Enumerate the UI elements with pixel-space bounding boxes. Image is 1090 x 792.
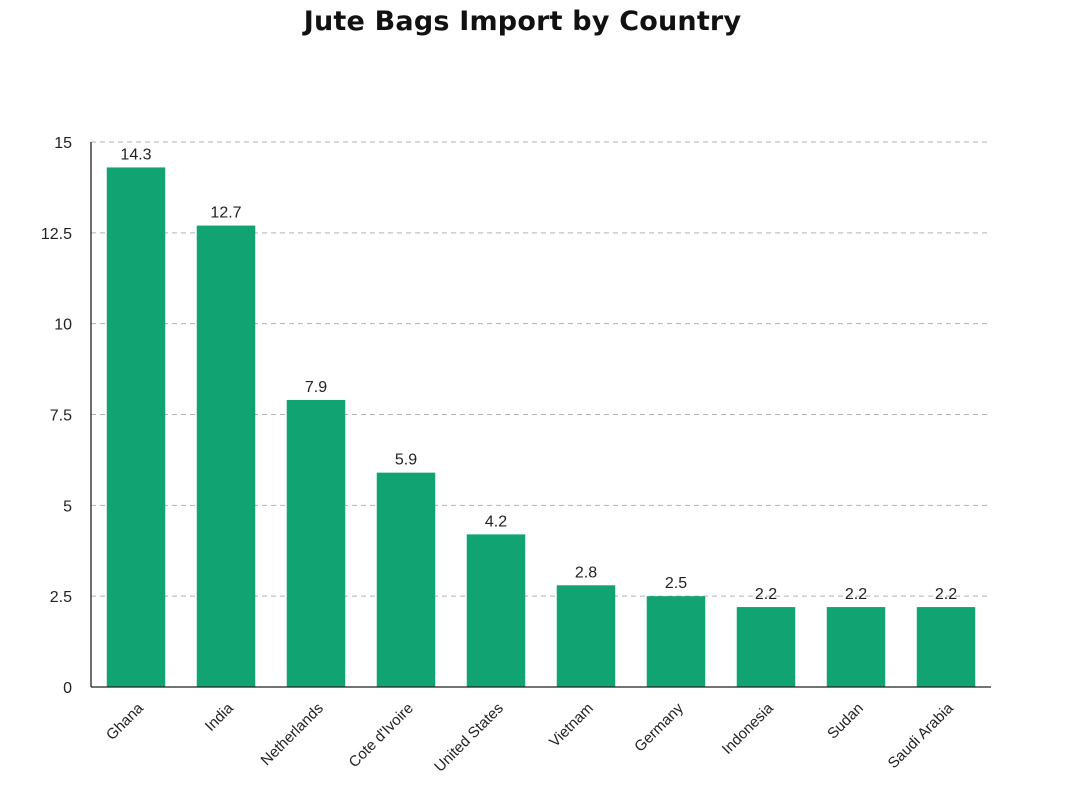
bar <box>466 534 526 687</box>
x-tick-label: Sudan <box>824 700 867 743</box>
data-label: 14.3 <box>120 146 151 163</box>
data-label: 2.2 <box>755 586 777 603</box>
x-tick-label: Saudi Arabia <box>885 699 958 772</box>
y-tick-label: 7.5 <box>50 408 72 425</box>
x-tick-label: Indonesia <box>719 699 777 757</box>
data-label: 2.2 <box>845 586 867 603</box>
y-tick-label: 5 <box>63 498 72 515</box>
data-label: 5.9 <box>395 452 417 469</box>
bar <box>646 596 706 687</box>
bar <box>556 585 616 687</box>
gridlines <box>91 141 991 597</box>
axes <box>90 142 991 688</box>
chart-title: Jute Bags Import by Country <box>303 6 742 37</box>
y-tick-label: 12.5 <box>41 226 72 243</box>
bars <box>106 167 976 688</box>
x-tick-label: Ghana <box>103 699 147 743</box>
data-label: 2.5 <box>665 575 687 592</box>
bar <box>376 472 436 687</box>
y-tick-label: 10 <box>54 317 72 334</box>
bar <box>106 167 166 687</box>
data-label: 4.2 <box>485 513 507 530</box>
bar <box>286 399 346 687</box>
x-tick-label: India <box>202 699 237 734</box>
y-tick-labels: 0 2.5 5 7.5 10 12.5 15 <box>41 135 72 697</box>
x-tick-label: Vietnam <box>546 700 597 751</box>
bar <box>826 607 886 687</box>
y-tick-label: 2.5 <box>50 589 72 606</box>
data-label: 7.9 <box>305 379 327 396</box>
y-tick-label: 0 <box>63 680 72 697</box>
data-label: 2.8 <box>575 564 597 581</box>
bar <box>916 607 976 687</box>
data-label: 2.2 <box>935 586 957 603</box>
x-tick-labels: Ghana India Netherlands Cote d'Ivoire United… <box>103 699 957 775</box>
x-tick-label: Germany <box>631 699 687 755</box>
y-tick-label: 15 <box>54 135 72 152</box>
x-tick-label: United States <box>431 700 507 776</box>
bar <box>736 607 796 687</box>
x-tick-label: Netherlands <box>258 700 327 769</box>
data-label: 12.7 <box>210 205 241 222</box>
x-tick-label: Cote d'Ivoire <box>346 700 417 771</box>
bar <box>196 225 256 688</box>
data-labels: 14.3 12.7 7.9 5.9 4.2 2.8 2.5 2.2 2.2 2.2 <box>120 146 957 603</box>
